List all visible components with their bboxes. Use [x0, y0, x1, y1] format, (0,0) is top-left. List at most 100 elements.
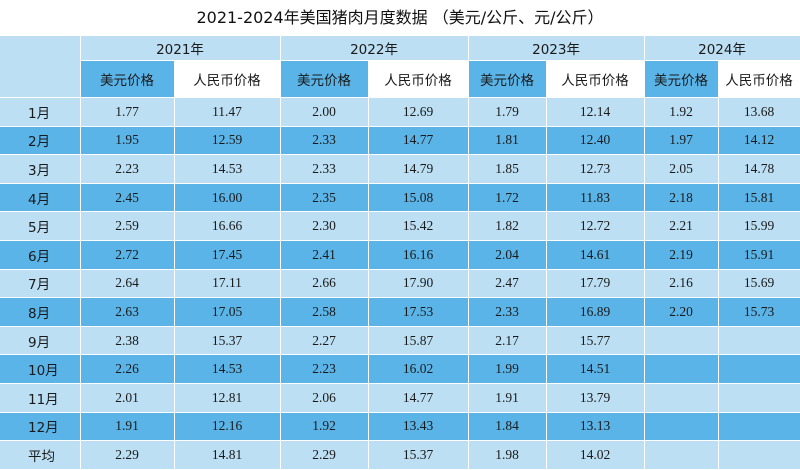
table-cell: 2.58: [280, 297, 369, 327]
table-cell: 15.99: [718, 211, 800, 241]
table-cell: 1.92: [644, 97, 719, 127]
table-cell: 12.73: [546, 154, 645, 184]
table-cell: [644, 383, 719, 413]
table-cell: 12.69: [368, 97, 469, 127]
table-cell: 13.79: [546, 383, 645, 413]
table-cell: 15.81: [718, 183, 800, 213]
table-cell: 11.47: [174, 97, 281, 127]
table-cell: 15.73: [718, 297, 800, 327]
table-cell: 2.38: [80, 326, 175, 356]
table-cell: 2.21: [644, 211, 719, 241]
table-cell: 14.78: [718, 154, 800, 184]
table-row: 2月 1.95 12.59 2.33 14.77 1.81 12.40 1.97 14.12: [0, 126, 800, 156]
row-label: 2月: [0, 126, 81, 156]
table-cell: 2.17: [468, 326, 547, 356]
table-cell: 14.77: [368, 383, 469, 413]
table-cell: 1.99: [468, 354, 547, 384]
table-cell: 15.42: [368, 211, 469, 241]
table-cell: 12.81: [174, 383, 281, 413]
row-label: 3月: [0, 154, 81, 184]
subheader-cny-2024: 人民币价格: [718, 60, 800, 98]
table-cell: 14.02: [546, 440, 645, 470]
table-cell: 12.14: [546, 97, 645, 127]
table-cell: [718, 440, 800, 470]
table-cell: 12.16: [174, 412, 281, 442]
table-cell: 2.29: [280, 440, 369, 470]
table-cell: 14.53: [174, 154, 281, 184]
table-cell: 12.40: [546, 126, 645, 156]
table-body: 1月 1.77 11.47 2.00 12.69 1.79 12.14 1.92 13.68 2月…: [0, 97, 800, 470]
table-cell: 11.83: [546, 183, 645, 213]
table-cell: 14.51: [546, 354, 645, 384]
row-label: 8月: [0, 297, 81, 327]
table-cell: 15.77: [546, 326, 645, 356]
table-row: 3月 2.23 14.53 2.33 14.79 1.85 12.73 2.05 14.78: [0, 154, 800, 184]
year-header-2022: 2022年: [280, 36, 469, 61]
table-cell: 2.64: [80, 269, 175, 299]
row-label: 平均: [0, 440, 81, 470]
table-title: 2021-2024年美国猪肉月度数据 （美元/公斤、元/公斤）: [196, 8, 604, 27]
subheader-usd-2022: 美元价格: [280, 60, 369, 98]
table-cell: 17.45: [174, 240, 281, 270]
table-cell: 14.81: [174, 440, 281, 470]
table-cell: 1.85: [468, 154, 547, 184]
year-header-row: 2021年 2022年 2023年 2024年: [0, 36, 800, 98]
table-cell: 2.29: [80, 440, 175, 470]
table-cell: 16.89: [546, 297, 645, 327]
table-cell: 15.91: [718, 240, 800, 270]
table-cell: 13.68: [718, 97, 800, 127]
table-row: 5月 2.59 16.66 2.30 15.42 1.82 12.72 2.21 15.99: [0, 211, 800, 241]
year-header-2023: 2023年: [468, 36, 645, 61]
table-cell: 17.53: [368, 297, 469, 327]
table-row: 10月 2.26 14.53 2.23 16.02 1.99 14.51: [0, 354, 800, 384]
table-row: 7月 2.64 17.11 2.66 17.90 2.47 17.79 2.16 15.69: [0, 269, 800, 299]
table-cell: [718, 354, 800, 384]
subheader-cny-2023: 人民币价格: [546, 60, 645, 98]
table-cell: 2.30: [280, 211, 369, 241]
row-label: 11月: [0, 383, 81, 413]
table-cell: 2.23: [280, 354, 369, 384]
table-cell: 13.13: [546, 412, 645, 442]
table-cell: 2.33: [468, 297, 547, 327]
table-cell: 1.97: [644, 126, 719, 156]
table-cell: 2.16: [644, 269, 719, 299]
table-cell: 16.66: [174, 211, 281, 241]
table-cell: 14.77: [368, 126, 469, 156]
table-row: 平均 2.29 14.81 2.29 15.37 1.98 14.02: [0, 440, 800, 470]
subheader-cny-2022: 人民币价格: [368, 60, 469, 98]
row-label: 12月: [0, 412, 81, 442]
table-cell: 12.59: [174, 126, 281, 156]
table-cell: 15.87: [368, 326, 469, 356]
table-cell: 1.82: [468, 211, 547, 241]
corner-cell: [0, 36, 81, 98]
table-row: 11月 2.01 12.81 2.06 14.77 1.91 13.79: [0, 383, 800, 413]
table-cell: 14.12: [718, 126, 800, 156]
table-cell: 2.05: [644, 154, 719, 184]
table-cell: 2.33: [280, 154, 369, 184]
table-cell: [718, 412, 800, 442]
table-cell: 2.00: [280, 97, 369, 127]
table-cell: 2.18: [644, 183, 719, 213]
subheader-cny-2021: 人民币价格: [174, 60, 281, 98]
year-header-2024: 2024年: [644, 36, 800, 61]
table-cell: 2.72: [80, 240, 175, 270]
table-cell: 16.00: [174, 183, 281, 213]
row-label: 4月: [0, 183, 81, 213]
table-cell: [644, 326, 719, 356]
table-row: 8月 2.63 17.05 2.58 17.53 2.33 16.89 2.20 15.73: [0, 297, 800, 327]
row-label: 10月: [0, 354, 81, 384]
sub-header-row: 美元价格 人民币价格 美元价格 人民币价格 美元价格 人民币价格 美元价格 人民…: [0, 60, 800, 98]
table-cell: 13.43: [368, 412, 469, 442]
table-cell: 14.61: [546, 240, 645, 270]
table-cell: 2.27: [280, 326, 369, 356]
table-cell: 1.95: [80, 126, 175, 156]
table-row: 6月 2.72 17.45 2.41 16.16 2.04 14.61 2.19 15.91: [0, 240, 800, 270]
table-cell: 12.72: [546, 211, 645, 241]
table-cell: 1.72: [468, 183, 547, 213]
table-cell: 2.33: [280, 126, 369, 156]
table-cell: 2.26: [80, 354, 175, 384]
table-cell: 16.16: [368, 240, 469, 270]
table-cell: 2.04: [468, 240, 547, 270]
table-cell: 17.11: [174, 269, 281, 299]
table-cell: [644, 440, 719, 470]
